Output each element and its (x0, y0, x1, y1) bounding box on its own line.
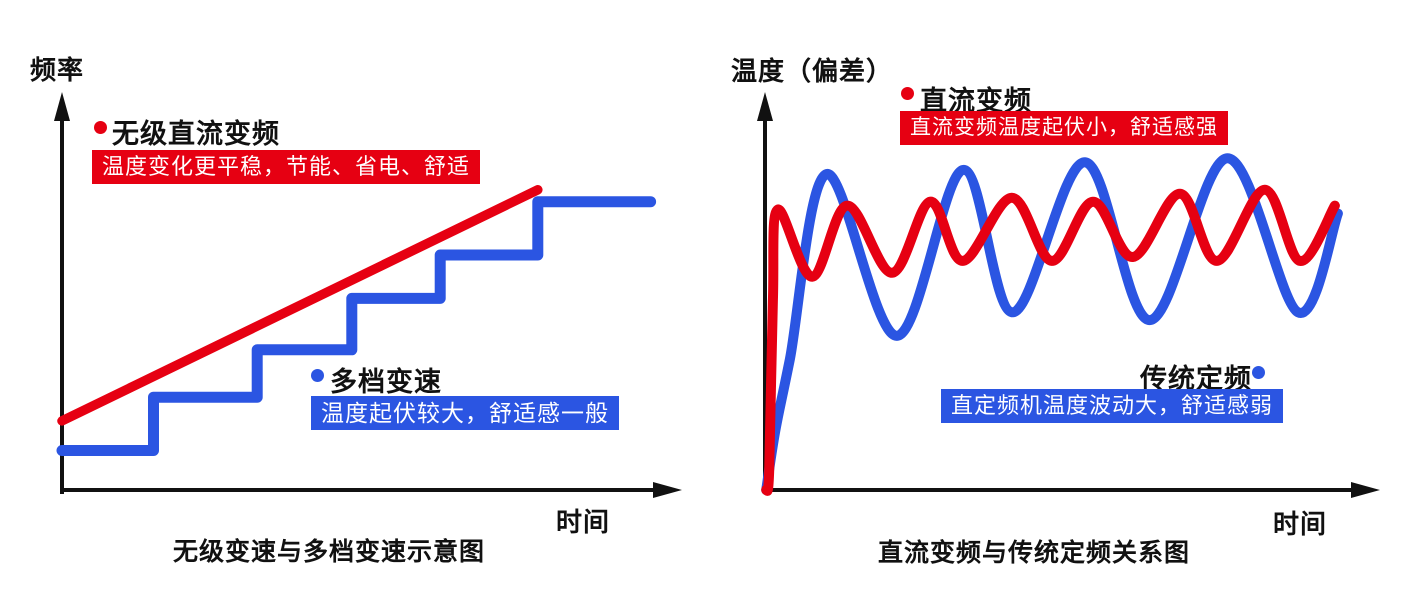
right-x-axis-arrow-icon (1351, 482, 1380, 498)
right-chart-caption: 直流变频与传统定频关系图 (878, 539, 1191, 567)
right-chart-axes (757, 92, 1380, 498)
multi-gear-legend-label: 多档变速 (330, 367, 442, 397)
left-x-axis-label: 时间 (556, 507, 611, 537)
fixed-frequency-wave (761, 153, 1343, 495)
right-y-axis-arrow-icon (757, 92, 773, 121)
dc-inverter-banner: 直流变频温度起伏小，舒适感强 (900, 111, 1228, 145)
left-chart-caption: 无级变速与多档变速示意图 (173, 538, 486, 566)
left-chart-axes (54, 92, 682, 498)
dc-inverter-wave (761, 184, 1340, 496)
stepless-legend-label: 无级直流变频 (112, 119, 280, 149)
multi-gear-step-line (56, 196, 657, 456)
stepless-banner: 温度变化更平稳，节能、省电、舒适 (92, 150, 481, 184)
right-y-axis-label: 温度（偏差） (731, 56, 894, 86)
left-x-axis-arrow-icon (653, 482, 682, 498)
fixed-frequency-banner: 直定频机温度波动大，舒适感弱 (941, 389, 1284, 423)
multi-gear-legend-dot-icon (311, 369, 324, 382)
fixed-frequency-legend-dot-icon (1252, 366, 1265, 379)
dc-inverter-legend-dot-icon (901, 87, 914, 100)
stepless-legend-dot-icon (94, 121, 107, 134)
left-y-axis-label: 频率 (30, 55, 85, 85)
multi-gear-banner: 温度起伏较大，舒适感一般 (311, 396, 619, 430)
stepless-inverter-line (57, 185, 543, 426)
left-y-axis-arrow-icon (54, 92, 70, 121)
right-x-axis-label: 时间 (1273, 509, 1328, 539)
